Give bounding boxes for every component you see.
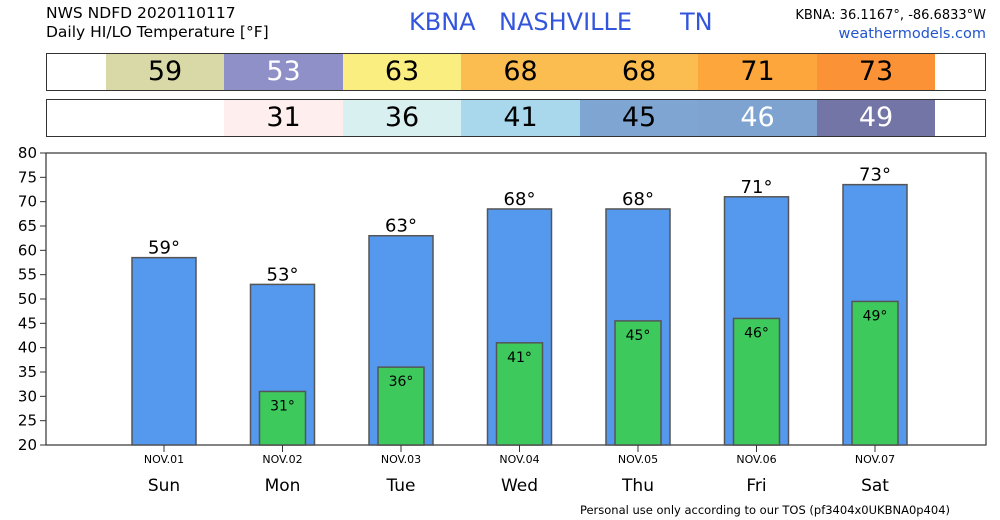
low-temp-cell: 49: [816, 100, 936, 136]
date-label: NOV.01: [144, 453, 184, 466]
day-label: Sat: [861, 476, 889, 496]
date-label: NOV.02: [262, 453, 302, 466]
low-temp-label: 41°: [507, 350, 532, 366]
site-link[interactable]: weathermodels.com: [838, 26, 986, 42]
low-temp-cell: 45: [579, 100, 699, 136]
low-temp-label: 46°: [744, 325, 769, 341]
high-temp-cell: 71: [698, 54, 817, 90]
y-tick-label: 70: [18, 193, 37, 211]
header-left: NWS NDFD 2020110117 Daily HI/LO Temperat…: [46, 4, 269, 42]
low-temp-bar: [377, 366, 425, 446]
low-temp-label: 49°: [863, 308, 888, 324]
y-tick-label: 35: [18, 363, 37, 381]
day-label: Sun: [148, 476, 180, 496]
state-name: TN: [680, 8, 713, 36]
day-label: Tue: [385, 476, 415, 496]
high-temp-strip: 59 53 63 68 68 71 73: [46, 53, 986, 91]
low-temp-cell: 36: [342, 100, 462, 136]
high-temp-label: 53°: [267, 264, 299, 285]
y-tick-label: 80: [18, 144, 37, 162]
y-tick-label: 20: [18, 436, 37, 454]
low-temp-bar: [732, 317, 781, 446]
low-temp-label: 45°: [626, 328, 651, 344]
station-coords: KBNA: 36.1167°, -86.6833°W: [795, 8, 986, 23]
low-temp-label: 31°: [270, 398, 295, 414]
high-temp-label: 59°: [148, 238, 180, 259]
high-temp-cell: 53: [224, 54, 343, 90]
high-temp-label: 71°: [741, 177, 773, 198]
day-label: Mon: [265, 476, 301, 496]
day-label: Thu: [621, 476, 654, 496]
low-temp-cell: 46: [698, 100, 817, 136]
high-temp-cell: 63: [342, 54, 462, 90]
y-tick-label: 25: [18, 412, 37, 430]
day-label: Fri: [746, 476, 766, 496]
high-temp-label: 68°: [504, 189, 536, 210]
high-temp-cell: 73: [816, 54, 936, 90]
high-temp-label: 63°: [385, 216, 417, 237]
date-label: NOV.06: [736, 453, 776, 466]
y-tick-label: 65: [18, 217, 37, 235]
y-tick-label: 55: [18, 266, 37, 284]
high-temp-bar: [131, 256, 197, 446]
high-temp-cell: 59: [105, 54, 225, 90]
header-right: KBNA: 36.1167°, -86.6833°W weathermodels…: [795, 6, 986, 44]
tos-notice: Personal use only according to our TOS (…: [579, 503, 950, 517]
y-tick-label: 60: [18, 241, 37, 259]
y-tick-label: 40: [18, 339, 37, 357]
date-label: NOV.07: [855, 453, 895, 466]
date-label: NOV.04: [499, 453, 539, 466]
y-tick-label: 30: [18, 387, 37, 405]
low-temp-strip: 31 36 41 45 46 49: [46, 99, 986, 137]
high-temp-cell: 68: [461, 54, 580, 90]
low-temp-cell: [105, 100, 225, 136]
y-tick-label: 50: [18, 290, 37, 308]
high-temp-label: 73°: [859, 165, 891, 186]
product-label: NWS NDFD 2020110117: [46, 4, 236, 22]
low-temp-cell: 41: [461, 100, 580, 136]
date-label: NOV.05: [618, 453, 658, 466]
high-temp-label: 68°: [622, 189, 654, 210]
high-temp-cell: 68: [579, 54, 699, 90]
city-name: NASHVILLE: [499, 8, 633, 36]
low-temp-label: 36°: [389, 374, 414, 390]
day-label: Wed: [501, 476, 538, 496]
date-label: NOV.03: [381, 453, 421, 466]
low-temp-cell: 31: [224, 100, 343, 136]
station-id: KBNA: [409, 8, 476, 36]
chart-subtitle: Daily HI/LO Temperature [°F]: [46, 23, 269, 41]
y-tick-label: 45: [18, 314, 37, 332]
y-tick-label: 75: [18, 168, 37, 186]
